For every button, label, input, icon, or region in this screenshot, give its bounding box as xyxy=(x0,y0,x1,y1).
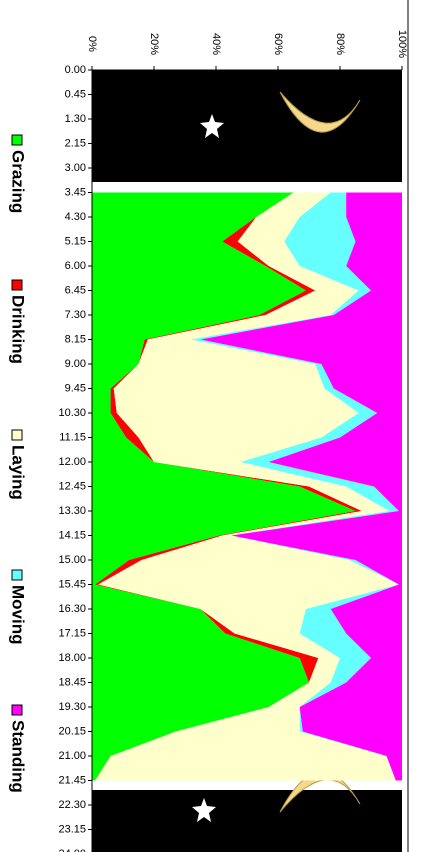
legend-label: Drinking xyxy=(9,295,28,364)
y-tick-label: 15.45 xyxy=(58,578,86,590)
legend-swatch xyxy=(11,429,23,441)
x-tick-label: 100% xyxy=(396,30,408,58)
y-tick-label: 17.15 xyxy=(58,627,86,639)
y-tick-label: 10.30 xyxy=(58,407,86,419)
y-tick-label: 6.45 xyxy=(65,284,86,296)
y-tick-label: 7.30 xyxy=(65,309,86,321)
y-tick-label: 12.45 xyxy=(58,480,86,492)
y-tick-label: 3.00 xyxy=(65,162,86,174)
x-tick-label: 80% xyxy=(334,33,346,55)
y-tick-label: 1.30 xyxy=(65,113,86,125)
x-tick-label: 60% xyxy=(272,33,284,55)
x-tick-label: 20% xyxy=(148,33,160,55)
area xyxy=(95,192,362,781)
y-tick-label: 9.00 xyxy=(65,358,86,370)
area xyxy=(200,192,402,781)
legend-label: Laying xyxy=(9,445,28,500)
x-tick-label: 0% xyxy=(86,36,98,52)
y-tick-label: 16.30 xyxy=(58,603,86,615)
legend-swatch xyxy=(11,704,23,716)
y-tick-label: 11.15 xyxy=(59,431,86,443)
y-tick-label: 12.00 xyxy=(58,456,86,468)
x-tick-label: 40% xyxy=(210,33,222,55)
y-tick-label: 14.15 xyxy=(58,529,86,541)
y-tick-label: 18.00 xyxy=(58,652,86,664)
y-tick-label: 2.15 xyxy=(65,137,86,149)
legend-swatch xyxy=(11,569,23,581)
y-tick-label: 4.30 xyxy=(65,211,86,223)
y-tick-label: 0.00 xyxy=(65,64,86,76)
night-band xyxy=(92,790,402,852)
night-band xyxy=(92,70,402,182)
area xyxy=(191,192,399,781)
star xyxy=(192,798,216,822)
y-tick-label: 5.15 xyxy=(65,235,86,247)
y-tick-label: 19.30 xyxy=(58,701,86,713)
legend-label: Grazing xyxy=(9,150,28,213)
y-tick-label: 21.45 xyxy=(58,774,86,786)
y-tick-label: 18.45 xyxy=(58,676,86,688)
moon xyxy=(279,91,361,133)
y-tick-label: 15.00 xyxy=(58,554,86,566)
y-tick-label: 0.45 xyxy=(65,88,86,100)
y-tick-label: 6.00 xyxy=(65,260,86,272)
star xyxy=(200,114,224,138)
y-tick-label: 21.00 xyxy=(58,750,86,762)
y-tick-label: 9.45 xyxy=(65,382,86,394)
legend-label: Standing xyxy=(9,720,28,793)
y-tick-label: 8.15 xyxy=(65,333,86,345)
y-tick-label: 20.15 xyxy=(58,725,86,737)
y-tick-label: 22.30 xyxy=(58,799,86,811)
legend-swatch xyxy=(11,279,23,291)
area xyxy=(95,192,399,781)
y-tick-label: 24.00 xyxy=(58,848,86,852)
y-tick-label: 3.45 xyxy=(65,186,86,198)
area xyxy=(92,192,356,781)
legend-label: Moving xyxy=(9,585,28,645)
y-tick-label: 13.30 xyxy=(58,505,86,517)
y-tick-label: 23.15 xyxy=(58,823,86,835)
legend-swatch xyxy=(11,134,23,146)
